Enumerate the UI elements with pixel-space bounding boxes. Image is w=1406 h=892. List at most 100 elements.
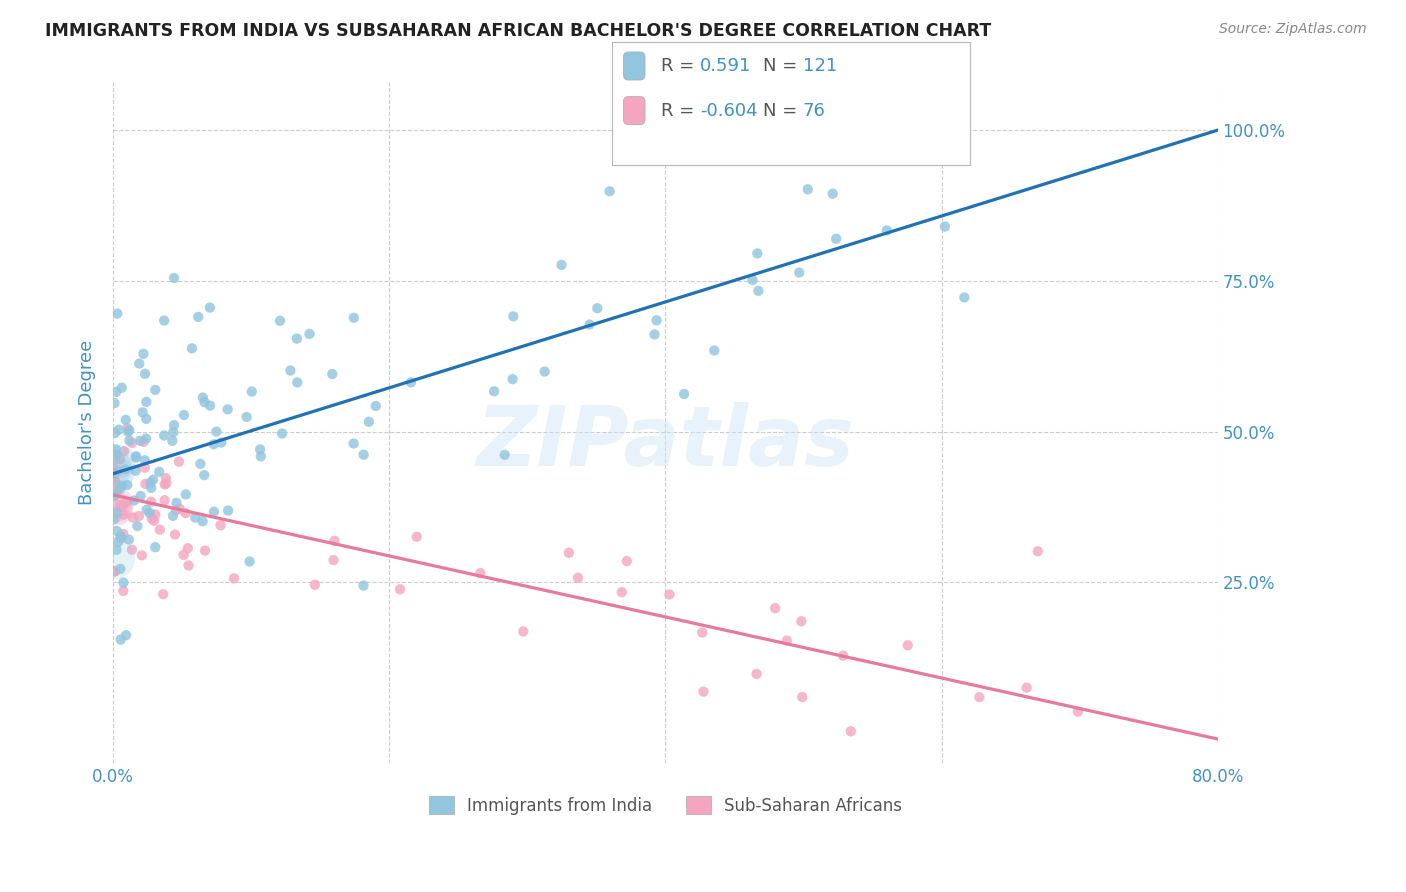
Point bbox=[163, 527, 186, 541]
Text: 76: 76 bbox=[803, 102, 825, 120]
Point bbox=[482, 384, 505, 399]
Point bbox=[117, 478, 139, 492]
Point bbox=[135, 412, 157, 426]
Point bbox=[142, 473, 165, 487]
Point bbox=[103, 462, 125, 476]
Point bbox=[934, 219, 956, 234]
Point bbox=[658, 587, 681, 601]
Point bbox=[110, 562, 132, 576]
Point bbox=[141, 481, 163, 495]
Point bbox=[169, 501, 191, 516]
Point bbox=[235, 409, 257, 424]
Point bbox=[792, 690, 814, 704]
Point bbox=[173, 548, 195, 562]
Point bbox=[117, 425, 139, 439]
Point bbox=[184, 510, 207, 524]
Point bbox=[586, 301, 609, 316]
Point bbox=[567, 571, 589, 585]
Point bbox=[1015, 681, 1038, 695]
Point bbox=[191, 514, 214, 528]
Text: R =: R = bbox=[661, 102, 695, 120]
Point bbox=[134, 367, 156, 381]
Point bbox=[240, 384, 263, 399]
Point bbox=[135, 432, 157, 446]
Point bbox=[111, 478, 134, 492]
Point bbox=[153, 477, 176, 491]
Point bbox=[747, 246, 769, 260]
Point bbox=[143, 383, 166, 397]
Point bbox=[132, 347, 155, 361]
Point bbox=[162, 425, 184, 439]
Point bbox=[280, 363, 302, 377]
Point bbox=[198, 301, 221, 315]
Point bbox=[787, 266, 810, 280]
Text: 0.591: 0.591 bbox=[700, 57, 752, 75]
Point bbox=[797, 182, 820, 196]
Point bbox=[832, 648, 855, 663]
Point bbox=[249, 442, 271, 457]
Point bbox=[502, 310, 524, 324]
Point bbox=[110, 529, 132, 543]
Point bbox=[558, 546, 581, 560]
Text: N =: N = bbox=[763, 102, 797, 120]
Point bbox=[138, 506, 160, 520]
Point bbox=[148, 465, 170, 479]
Point bbox=[107, 497, 129, 511]
Point bbox=[177, 541, 200, 556]
Point bbox=[285, 332, 308, 346]
Point bbox=[616, 554, 638, 568]
Point bbox=[118, 423, 141, 437]
Point bbox=[105, 542, 128, 557]
Point bbox=[112, 508, 135, 522]
Point bbox=[112, 499, 135, 513]
Point bbox=[271, 426, 294, 441]
Point bbox=[131, 549, 153, 563]
Point bbox=[162, 434, 184, 448]
Point bbox=[107, 455, 129, 469]
Point bbox=[103, 512, 125, 526]
Point bbox=[117, 421, 139, 435]
Point bbox=[110, 532, 132, 546]
Point bbox=[209, 435, 232, 450]
Point bbox=[104, 425, 127, 440]
Point bbox=[304, 578, 326, 592]
Point bbox=[953, 290, 976, 304]
Point bbox=[104, 452, 127, 467]
Point bbox=[364, 399, 387, 413]
Point bbox=[353, 448, 375, 462]
Point bbox=[202, 437, 225, 451]
Point bbox=[155, 471, 177, 485]
Point bbox=[969, 690, 991, 705]
Point bbox=[105, 506, 128, 520]
Point bbox=[202, 505, 225, 519]
Point bbox=[502, 372, 524, 386]
Point bbox=[103, 487, 125, 501]
Point bbox=[114, 462, 136, 476]
Point bbox=[745, 667, 768, 681]
Point bbox=[103, 565, 125, 579]
Point bbox=[533, 365, 555, 379]
Point bbox=[163, 271, 186, 285]
Point bbox=[298, 326, 321, 341]
Point bbox=[134, 476, 156, 491]
Point bbox=[111, 381, 134, 395]
Point bbox=[193, 395, 215, 409]
Point bbox=[128, 509, 150, 524]
Point bbox=[110, 482, 132, 496]
Point bbox=[149, 523, 172, 537]
Point bbox=[825, 232, 848, 246]
Point bbox=[250, 450, 273, 464]
Point bbox=[152, 587, 174, 601]
Point bbox=[124, 464, 146, 478]
Point bbox=[512, 624, 534, 639]
Point bbox=[105, 485, 128, 500]
Point bbox=[578, 318, 600, 332]
Text: Source: ZipAtlas.com: Source: ZipAtlas.com bbox=[1219, 22, 1367, 37]
Point bbox=[165, 496, 187, 510]
Point bbox=[321, 367, 343, 381]
Point bbox=[105, 467, 128, 481]
Point bbox=[143, 540, 166, 554]
Point bbox=[194, 543, 217, 558]
Point bbox=[112, 527, 135, 541]
Point bbox=[191, 391, 214, 405]
